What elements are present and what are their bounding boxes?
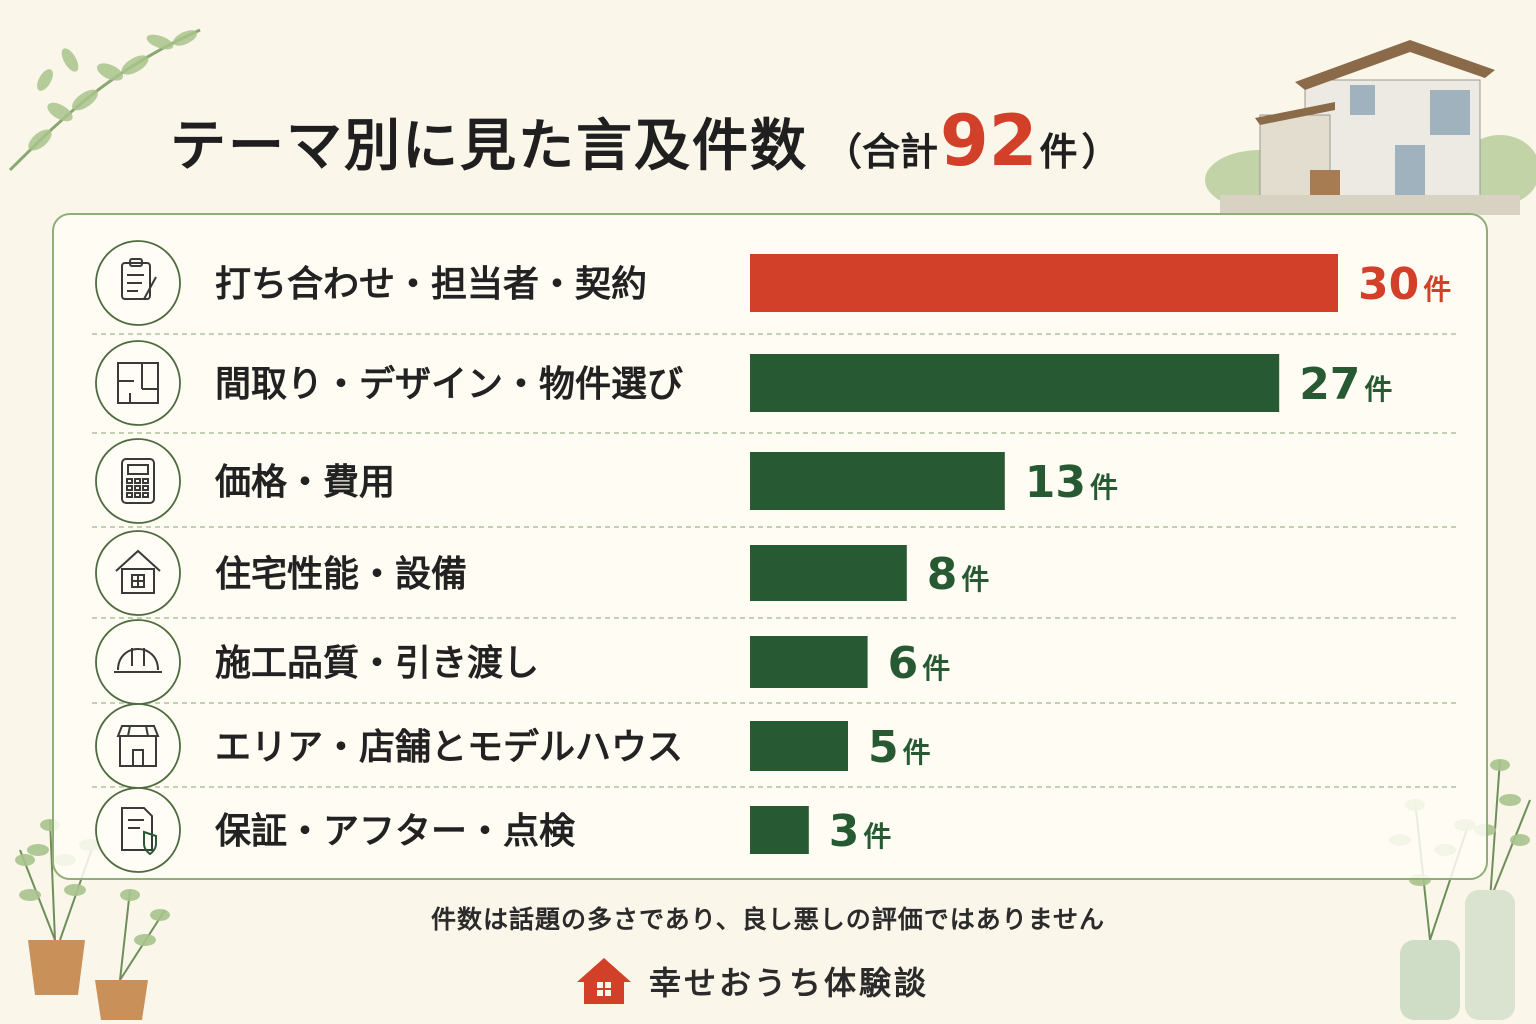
value-unit: 件 xyxy=(922,652,950,685)
title-total-suffix: ） xyxy=(1081,130,1120,174)
bar xyxy=(750,452,1005,510)
brand-name: 幸せおうち体験談 xyxy=(649,964,930,1002)
value-unit: 件 xyxy=(1364,373,1392,406)
calculator-icon xyxy=(95,438,181,524)
value-label: 13 件 xyxy=(1025,457,1118,508)
storefront-icon xyxy=(95,703,181,789)
bar xyxy=(750,354,1280,412)
category-label: 住宅性能・設備 xyxy=(215,553,467,595)
clipboard-icon xyxy=(95,240,181,326)
chart-title: テーマ別に見た言及件数 （合計 92 件 ） xyxy=(170,100,1120,182)
warranty-document-icon xyxy=(95,787,181,873)
category-label: エリア・店舗とモデルハウス xyxy=(215,726,683,768)
title-total-prefix: （合計 xyxy=(824,130,939,174)
potted-plant-bottom-right-decoration xyxy=(1389,759,1531,1020)
category-label: 間取り・デザイン・物件選び xyxy=(215,363,683,405)
category-label: 打ち合わせ・担当者・契約 xyxy=(215,264,647,305)
value-number: 5 xyxy=(868,722,899,773)
value-unit: 件 xyxy=(863,820,891,853)
bar xyxy=(750,545,907,601)
title-total-count: 92 xyxy=(940,100,1038,182)
value-unit: 件 xyxy=(961,563,989,596)
house-logo-icon xyxy=(577,958,631,1004)
value-label: 30 件 xyxy=(1358,259,1451,310)
house-illustration xyxy=(1205,40,1536,215)
value-unit: 件 xyxy=(903,736,931,769)
value-number: 13 xyxy=(1025,457,1086,508)
footnote: 件数は話題の多さであり、良し悪しの評価ではありません xyxy=(430,905,1105,934)
bar xyxy=(750,254,1338,312)
value-label: 27 件 xyxy=(1299,359,1392,410)
value-number: 6 xyxy=(888,638,919,689)
title-main-text: テーマ別に見た言及件数 xyxy=(170,114,808,179)
leaf-branch-top-left-decoration xyxy=(8,28,201,172)
value-number: 30 xyxy=(1358,259,1419,310)
bar xyxy=(750,721,848,771)
value-number: 3 xyxy=(829,806,860,857)
category-label: 保証・アフター・点検 xyxy=(215,811,576,852)
title-total-unit: 件 xyxy=(1039,130,1078,174)
hardhat-icon xyxy=(95,619,181,705)
category-label: 施工品質・引き渡し xyxy=(215,643,539,684)
floorplan-icon xyxy=(95,340,181,426)
bar xyxy=(750,636,868,688)
brand-logo: 幸せおうち体験談 xyxy=(575,955,929,1007)
value-unit: 件 xyxy=(1423,273,1451,306)
value-number: 8 xyxy=(927,549,958,600)
house-icon xyxy=(95,530,181,616)
bar xyxy=(750,806,809,854)
value-unit: 件 xyxy=(1090,471,1118,504)
category-label: 価格・費用 xyxy=(214,462,395,503)
value-number: 27 xyxy=(1299,359,1360,410)
